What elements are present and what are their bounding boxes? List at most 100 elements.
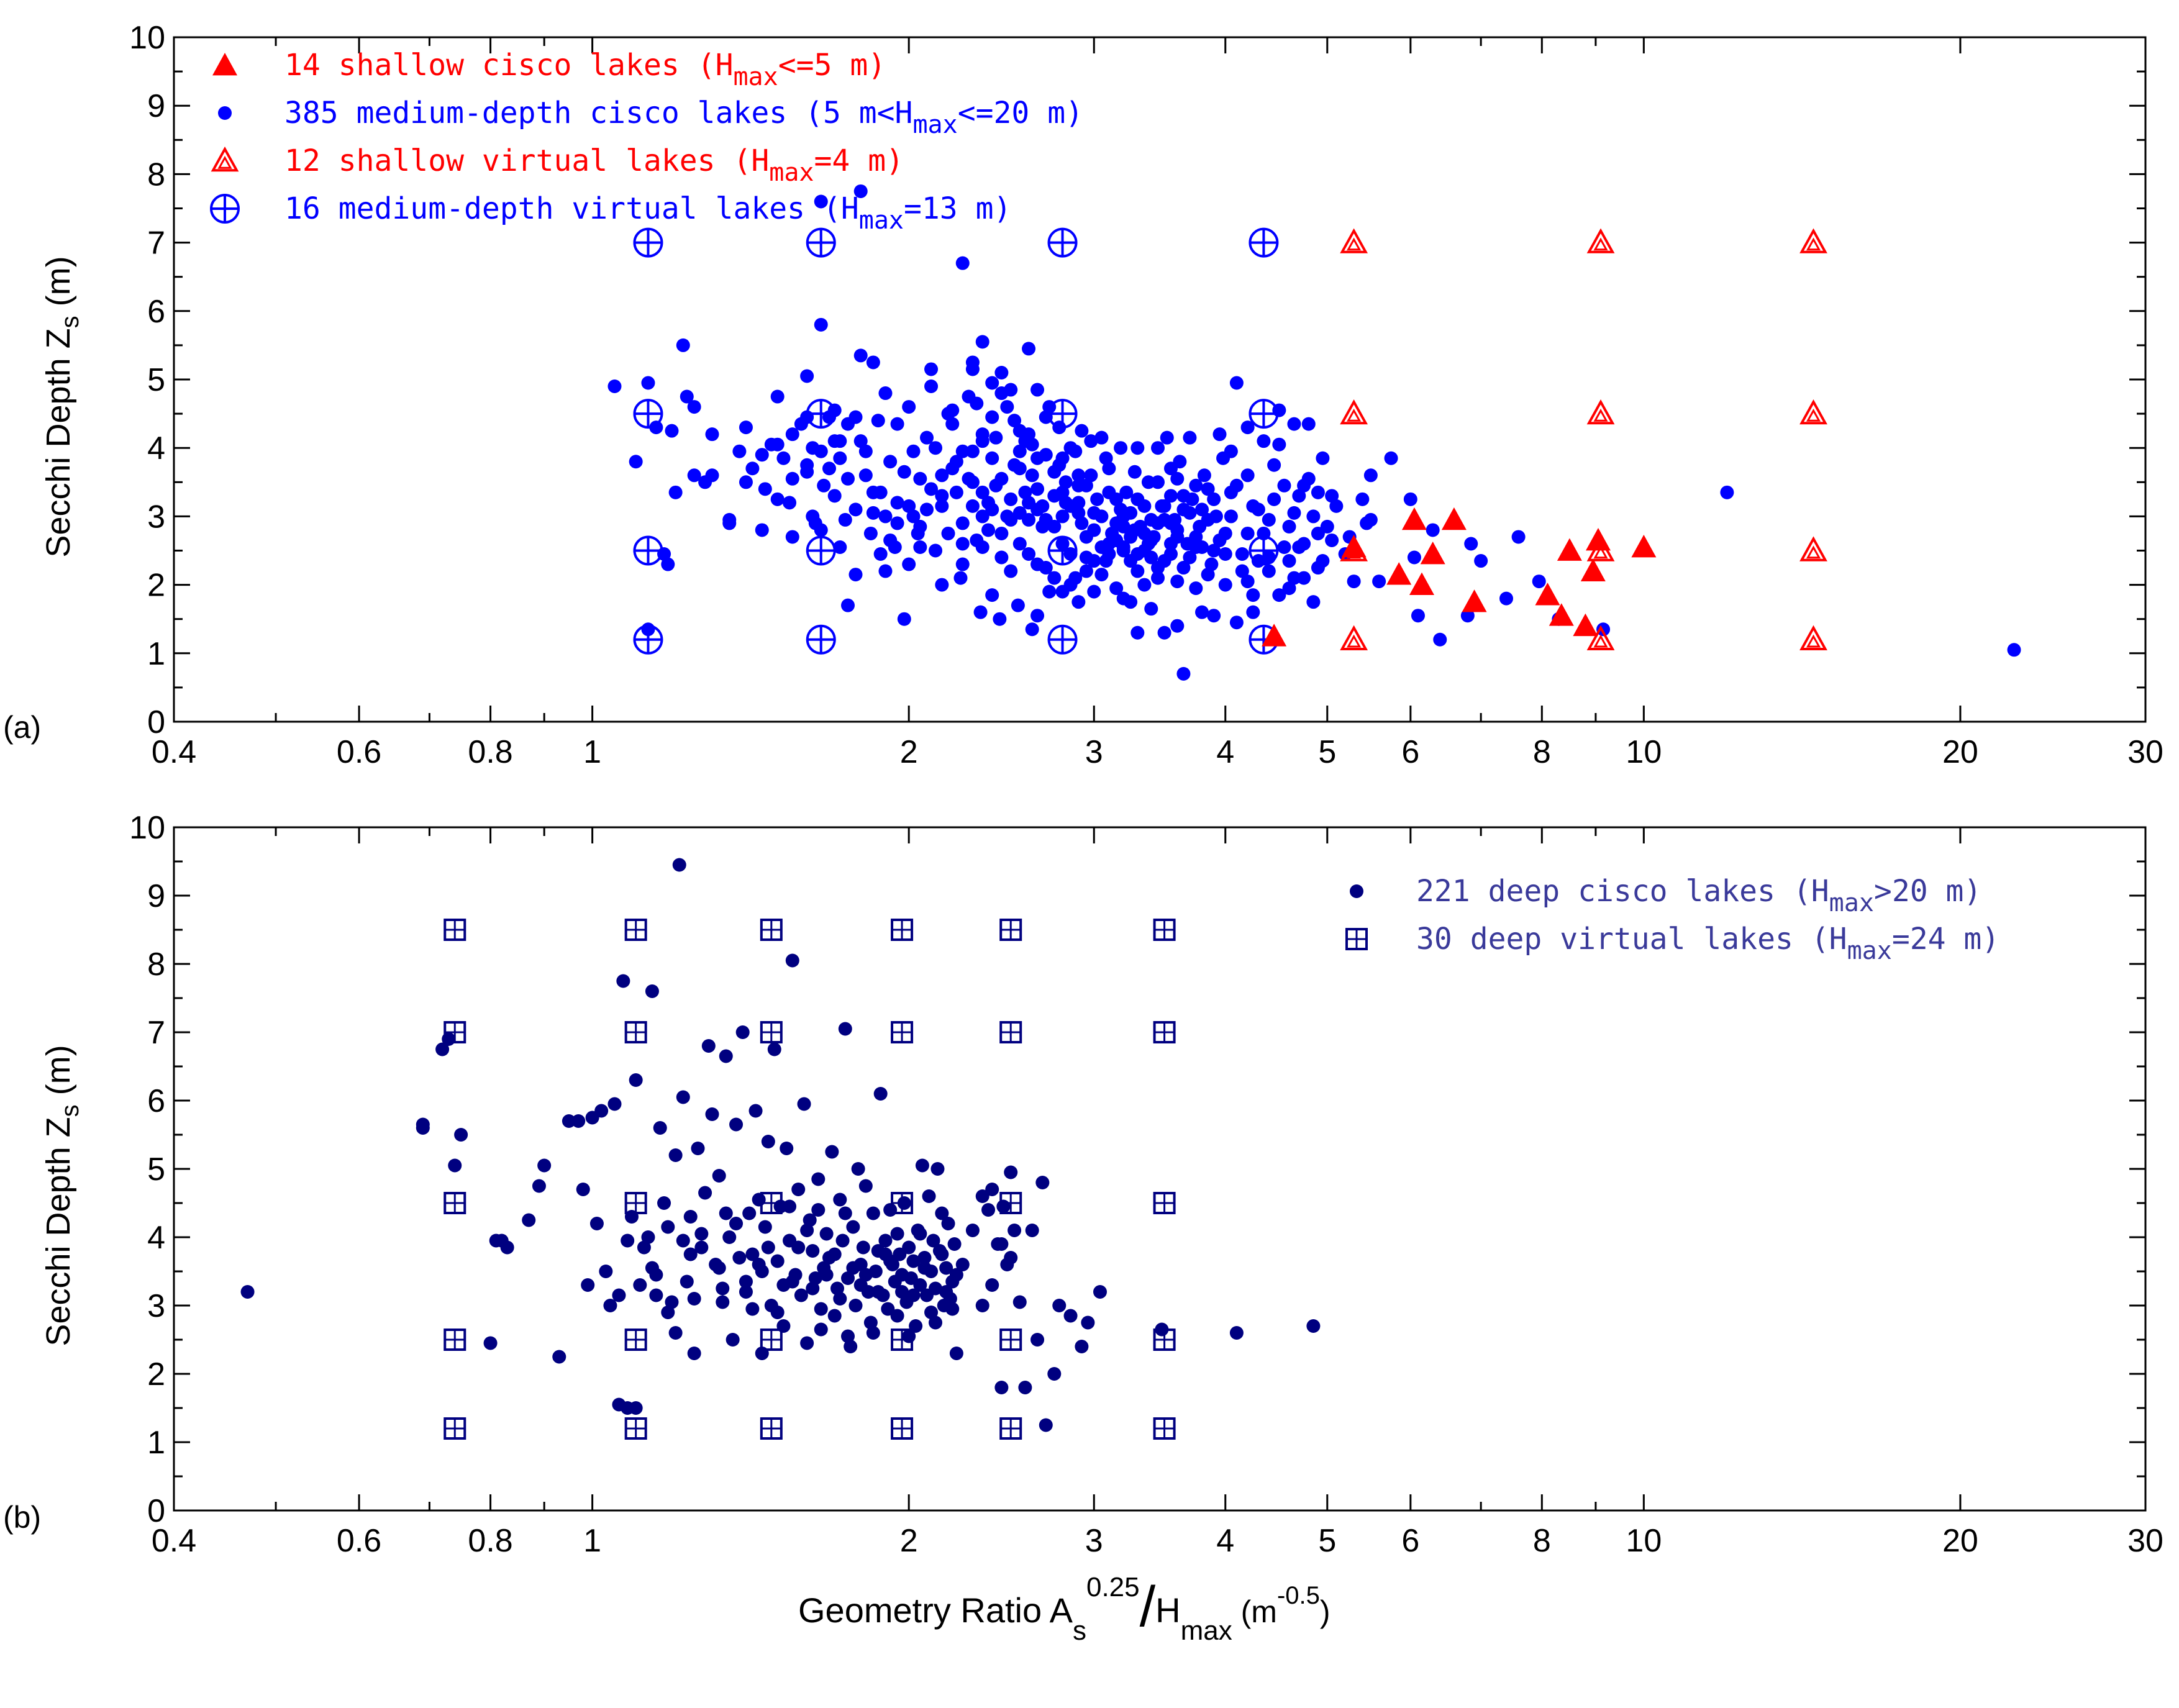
data-point-medium-cisco — [814, 317, 828, 332]
data-point-medium-cisco — [929, 441, 943, 455]
data-point-medium-virtual — [1249, 399, 1279, 429]
data-point-medium-cisco — [863, 526, 878, 540]
x-tick-label: 8 — [1533, 734, 1551, 770]
data-point-deep-cisco — [794, 1288, 808, 1302]
data-point-deep-cisco — [500, 1240, 514, 1255]
data-point-medium-cisco — [965, 475, 980, 489]
data-point-deep-virtual — [891, 1329, 914, 1351]
data-point-medium-cisco — [1207, 609, 1221, 623]
data-point-medium-cisco — [975, 427, 989, 442]
legend-label: 14 shallow cisco lakes (Hmax<=5 m) — [284, 48, 886, 91]
data-point-medium-virtual — [633, 624, 663, 655]
data-point-deep-cisco — [917, 1251, 932, 1265]
data-point-medium-cisco — [935, 578, 949, 592]
data-point-medium-cisco — [1105, 526, 1119, 540]
data-point-medium-cisco — [1116, 540, 1130, 554]
data-point-medium-cisco — [1596, 622, 1611, 637]
data-point-medium-cisco — [705, 427, 719, 442]
data-point-medium-cisco — [1272, 437, 1286, 452]
data-point-deep-cisco — [835, 1233, 850, 1248]
data-point-deep-cisco — [607, 1097, 622, 1111]
data-point-medium-cisco — [1426, 523, 1440, 537]
data-point-medium-cisco — [1114, 441, 1128, 455]
data-point-medium-cisco — [1151, 441, 1165, 455]
data-point-deep-cisco — [827, 1309, 842, 1323]
data-point-medium-cisco — [1109, 492, 1124, 506]
data-point-medium-virtual — [633, 399, 663, 429]
data-point-medium-cisco — [1292, 540, 1306, 554]
data-point-medium-cisco — [871, 414, 885, 428]
x-tick-label: 0.4 — [152, 1523, 196, 1559]
data-point-deep-cisco — [701, 1039, 716, 1053]
data-point-medium-cisco — [800, 369, 814, 383]
data-point-medium-cisco — [1372, 575, 1386, 589]
data-point-medium-cisco — [1257, 434, 1271, 448]
y-tick-label: 9 — [147, 88, 165, 124]
legend-label: 12 shallow virtual lakes (Hmax=4 m) — [284, 143, 904, 187]
legend-a: 14 shallow cisco lakes (Hmax<=5 m) 385 me… — [210, 48, 1083, 235]
data-point-medium-cisco — [841, 417, 855, 431]
data-point-medium-cisco — [1204, 557, 1219, 571]
data-point-deep-cisco — [939, 1285, 953, 1299]
data-point-deep-cisco — [1052, 1299, 1067, 1312]
data-point-medium-cisco — [770, 437, 785, 452]
data-point-deep-cisco — [833, 1292, 847, 1306]
data-point-medium-cisco — [1004, 564, 1018, 578]
data-point-deep-cisco — [571, 1114, 586, 1128]
data-point-medium-cisco — [1119, 485, 1134, 499]
data-point-medium-virtual — [633, 535, 663, 566]
data-point-deep-virtual — [444, 1192, 466, 1214]
y-tick-label: 5 — [147, 1152, 165, 1188]
y-tick-label: 3 — [147, 499, 165, 535]
data-point-medium-cisco — [680, 389, 694, 404]
data-point-medium-cisco — [1329, 499, 1344, 513]
data-point-medium-cisco — [800, 458, 814, 472]
y-tick-label: 1 — [147, 1425, 165, 1461]
data-point-medium-cisco — [1218, 578, 1232, 592]
data-point-medium-cisco — [941, 526, 955, 540]
data-point-medium-cisco — [1170, 523, 1185, 537]
data-point-medium-cisco — [1071, 506, 1086, 520]
data-point-medium-cisco — [833, 451, 847, 465]
y-tick-label: 8 — [147, 947, 165, 983]
data-point-medium-cisco — [1277, 478, 1291, 493]
data-point-deep-virtual — [1153, 919, 1176, 941]
data-point-medium-cisco — [827, 489, 842, 503]
data-point-medium-cisco — [1262, 512, 1276, 527]
data-point-medium-cisco — [1155, 499, 1169, 513]
data-point-medium-cisco — [1055, 509, 1070, 524]
data-point-deep-cisco — [985, 1278, 999, 1292]
data-point-medium-cisco — [1195, 605, 1209, 619]
data-point-medium-cisco — [1030, 482, 1045, 496]
data-point-medium-virtual — [1047, 227, 1078, 258]
data-point-deep-cisco — [645, 984, 659, 998]
data-point-medium-cisco — [661, 557, 675, 571]
data-point-medium-cisco — [1116, 519, 1130, 534]
data-point-medium-cisco — [1075, 424, 1089, 438]
data-point-shallow-cisco — [1631, 534, 1657, 558]
data-point-medium-cisco — [1137, 578, 1152, 592]
data-point-medium-cisco — [1411, 609, 1425, 623]
data-point-medium-cisco — [1240, 468, 1255, 483]
data-point-deep-cisco — [716, 1295, 730, 1309]
data-point-deep-virtual — [999, 1329, 1022, 1351]
data-point-medium-cisco — [913, 540, 927, 554]
data-point-medium-cisco — [1363, 468, 1378, 483]
data-point-deep-cisco — [537, 1158, 552, 1173]
data-point-shallow-virtual — [1799, 536, 1827, 561]
data-point-deep-cisco — [483, 1336, 498, 1350]
data-point-deep-cisco — [866, 1326, 880, 1340]
data-point-deep-cisco — [668, 1148, 683, 1162]
data-point-medium-cisco — [975, 485, 989, 499]
data-point-medium-cisco — [1287, 571, 1301, 585]
data-point-medium-cisco — [1229, 616, 1244, 630]
data-point-medium-cisco — [1189, 581, 1203, 596]
data-point-deep-cisco — [806, 1281, 820, 1296]
data-point-deep-cisco — [895, 1268, 909, 1282]
x-tick-label: 6 — [1401, 734, 1419, 770]
data-point-deep-cisco — [552, 1350, 566, 1364]
data-point-medium-cisco — [994, 526, 1009, 540]
data-point-medium-cisco — [1212, 533, 1227, 547]
legend-label: 221 deep cisco lakes (Hmax>20 m) — [1416, 874, 1981, 917]
data-point-deep-cisco — [745, 1302, 760, 1316]
